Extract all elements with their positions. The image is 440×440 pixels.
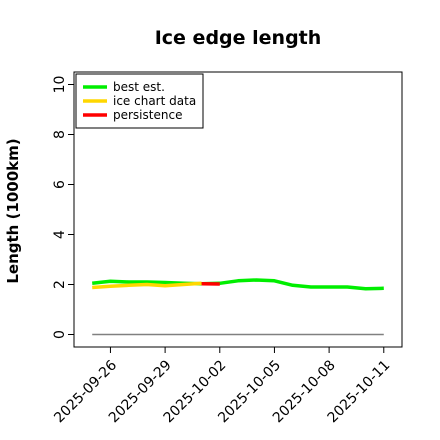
- y-tick-label-6: 6: [52, 180, 68, 189]
- y-tick-label-10: 10: [52, 76, 68, 94]
- y-tick-label-8: 8: [52, 130, 68, 139]
- chart-title: Ice edge length: [155, 27, 322, 49]
- legend-label-ice-chart-data: ice chart data: [113, 94, 196, 108]
- legend-label-best-est: best est.: [113, 80, 165, 94]
- y-tick-label-0: 0: [52, 330, 68, 339]
- y-tick-label-4: 4: [52, 230, 68, 239]
- plot-frame: [73, 71, 403, 348]
- series-line-best-est: [92, 278, 384, 291]
- y-tick-label-2: 2: [52, 280, 68, 289]
- legend-label-persistence: persistence: [113, 108, 182, 122]
- series-line-ice-chart-data: [92, 281, 202, 290]
- plot-area: [92, 278, 384, 336]
- y-axis-label: Length (1000km): [4, 138, 22, 283]
